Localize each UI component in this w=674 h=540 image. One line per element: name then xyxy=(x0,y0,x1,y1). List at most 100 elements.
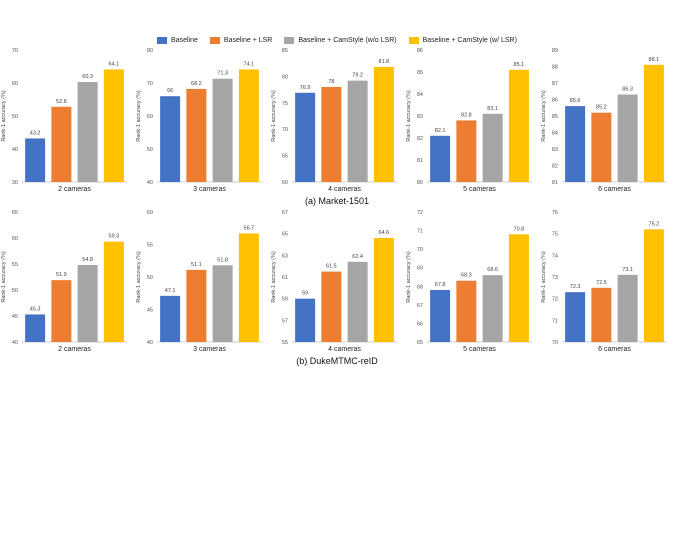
bar-4 xyxy=(103,241,124,342)
bar-1 xyxy=(160,295,181,342)
data-label: 51.9 xyxy=(56,272,67,278)
bar-2 xyxy=(456,120,477,182)
y-tick-label: 84 xyxy=(417,92,423,98)
legend-item-camstyle-no-lsr: Baseline + CamStyle (w/o LSR) xyxy=(284,36,397,44)
caption-dukemtmc-reid: (b) DukeMTMC-reID xyxy=(296,356,378,366)
y-axis-title: Rank-1 accuracy (%) xyxy=(1,90,7,142)
data-label: 72.5 xyxy=(596,280,607,286)
legend-label-baseline: Baseline xyxy=(171,36,198,44)
y-tick-label: 67 xyxy=(417,303,423,309)
data-label: 61.5 xyxy=(326,264,337,270)
bar-1 xyxy=(295,92,316,182)
chart-panel-1: 30 40 50 60 70 Rank-1 accuracy (%) 43.2 52.8 60.… xyxy=(1,48,127,193)
bar-1 xyxy=(430,135,451,182)
y-tick-label: 85 xyxy=(282,48,288,54)
y-tick-label: 82 xyxy=(552,164,558,170)
bar-3 xyxy=(617,274,638,342)
y-tick-label: 66 xyxy=(417,321,423,327)
y-tick-label: 81 xyxy=(552,180,558,186)
y-tick-label: 81 xyxy=(417,158,423,164)
bar-1 xyxy=(160,96,181,182)
y-tick-label: 30 xyxy=(12,180,18,186)
data-label: 73.1 xyxy=(622,267,633,273)
data-label: 62.4 xyxy=(352,254,363,260)
legend-swatch-lsr xyxy=(209,36,220,44)
chart-legend: Baseline Baseline + LSR Baseline + CamSt… xyxy=(0,33,674,47)
data-label: 67.8 xyxy=(435,282,446,288)
y-tick-label: 60 xyxy=(12,81,18,87)
bar-3 xyxy=(482,113,503,182)
y-axis-title: Rank-1 accuracy (%) xyxy=(1,251,7,303)
bar-3 xyxy=(77,82,98,182)
data-label: 47.1 xyxy=(165,288,176,294)
chart-panel-5: 81 82 83 84 85 86 87 88 89 Rank-1 accuracy (%) 85.… xyxy=(541,48,667,193)
y-tick-label: 86 xyxy=(552,98,558,104)
bar-4 xyxy=(643,64,664,182)
chart-panel-7: 40 45 50 55 60 Rank-1 accuracy (%) 47.1 51.1 51.… xyxy=(136,210,262,353)
x-axis-label: 3 cameras xyxy=(193,186,226,193)
legend-swatch-camstyle-lsr xyxy=(408,36,419,44)
y-tick-label: 40 xyxy=(147,340,153,346)
y-tick-label: 60 xyxy=(147,114,153,120)
legend-label-lsr: Baseline + LSR xyxy=(223,36,273,44)
chart-panel-9: 65 66 67 68 69 70 71 72 Rank-1 accuracy (%) 67.8 6… xyxy=(406,210,532,353)
bar-3 xyxy=(77,265,98,342)
chart-panel-3: 60 65 70 75 80 85 Rank-1 accuracy (%) 76.9 78 79.… xyxy=(271,48,397,193)
data-label: 78 xyxy=(328,79,334,85)
data-label: 85.1 xyxy=(514,62,525,68)
data-label: 60.3 xyxy=(82,74,93,80)
y-tick-label: 86 xyxy=(417,48,423,54)
chart-panel-4: 80 81 82 83 84 85 86 Rank-1 accuracy (%) 82.1 82.… xyxy=(406,48,532,193)
y-tick-label: 75 xyxy=(552,232,558,238)
y-tick-label: 73 xyxy=(552,275,558,281)
y-tick-label: 83 xyxy=(417,114,423,120)
x-axis-label: 5 cameras xyxy=(463,346,496,353)
y-axis-title: Rank-1 accuracy (%) xyxy=(406,251,412,303)
y-tick-label: 67 xyxy=(282,210,288,216)
y-tick-label: 65 xyxy=(282,232,288,238)
y-tick-label: 76 xyxy=(552,210,558,216)
y-tick-label: 75 xyxy=(282,101,288,107)
y-tick-label: 65 xyxy=(12,210,18,216)
y-tick-label: 50 xyxy=(147,147,153,153)
bar-3 xyxy=(617,94,638,182)
y-tick-label: 50 xyxy=(12,114,18,120)
bar-3 xyxy=(347,261,368,342)
data-label: 85.6 xyxy=(570,98,581,104)
data-label: 76.9 xyxy=(300,85,311,91)
data-label: 51.1 xyxy=(191,262,202,268)
data-label: 64.6 xyxy=(379,230,390,236)
y-tick-label: 40 xyxy=(12,340,18,346)
y-tick-label: 40 xyxy=(12,147,18,153)
y-tick-label: 65 xyxy=(282,154,288,160)
legend-item-baseline: Baseline xyxy=(157,36,198,44)
y-tick-label: 70 xyxy=(12,48,18,54)
data-label: 59.3 xyxy=(109,234,120,240)
y-tick-label: 83 xyxy=(552,147,558,153)
y-tick-label: 59 xyxy=(282,297,288,303)
bar-1 xyxy=(430,290,451,342)
y-tick-label: 88 xyxy=(552,65,558,71)
legend-item-lsr: Baseline + LSR xyxy=(209,36,273,44)
data-label: 72.3 xyxy=(570,284,581,290)
bar-2 xyxy=(51,280,72,342)
y-tick-label: 70 xyxy=(417,247,423,253)
x-axis-label: 3 cameras xyxy=(193,346,226,353)
data-label: 85.2 xyxy=(596,105,607,111)
legend-swatch-baseline xyxy=(157,36,168,44)
bar-3 xyxy=(212,78,233,182)
y-axis-title: Rank-1 accuracy (%) xyxy=(271,251,277,303)
data-label: 66 xyxy=(167,88,173,94)
bar-2 xyxy=(186,269,207,342)
y-tick-label: 72 xyxy=(417,210,423,216)
y-tick-label: 87 xyxy=(552,81,558,87)
y-tick-label: 85 xyxy=(417,70,423,76)
y-tick-label: 57 xyxy=(282,318,288,324)
bar-4 xyxy=(508,69,529,182)
y-tick-label: 80 xyxy=(147,48,153,54)
bar-2 xyxy=(51,106,72,182)
y-tick-label: 68 xyxy=(417,284,423,290)
bar-2 xyxy=(456,280,477,342)
y-axis-title: Rank-1 accuracy (%) xyxy=(136,251,142,303)
bar-2 xyxy=(321,271,342,342)
